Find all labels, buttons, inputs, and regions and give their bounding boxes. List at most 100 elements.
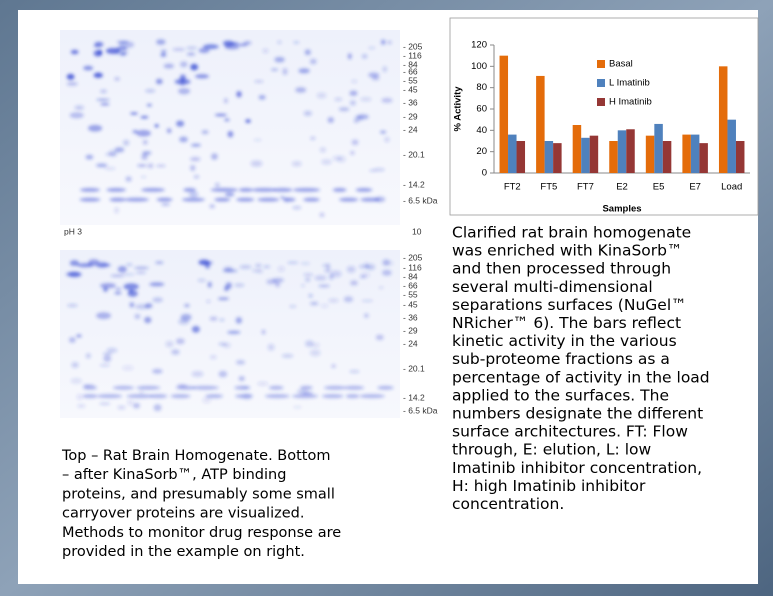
bar <box>617 130 627 173</box>
gel-spot <box>351 139 359 146</box>
gel-spot <box>349 369 360 374</box>
body-line: numbers designate the different <box>452 405 703 423</box>
marker-label: - 55 <box>403 289 418 299</box>
gel-spot <box>267 343 275 351</box>
gel-spot <box>102 352 113 355</box>
marker-label: - 24 <box>403 338 418 348</box>
gel-spot <box>223 285 229 292</box>
gel-spot <box>368 72 380 78</box>
gel-spot <box>361 299 374 302</box>
bar <box>536 75 545 173</box>
marker-label: - 6.5 kDa <box>403 195 438 205</box>
gel-spot <box>175 338 185 345</box>
gel-spot <box>275 281 281 288</box>
gel-spot <box>351 79 358 83</box>
body-line: separations surfaces (NuGel™ <box>452 296 687 314</box>
marker-label: - 205 <box>403 252 423 262</box>
gel-spot <box>255 263 262 267</box>
gel-spot <box>380 39 386 45</box>
body-line: percentage of activity in the load <box>452 368 710 386</box>
caption-line: Methods to monitor drug response are <box>62 525 341 541</box>
bar <box>581 137 590 173</box>
gel-spot <box>122 139 130 146</box>
gel-spot <box>103 355 112 362</box>
gel-spot <box>251 187 277 192</box>
gel-spot <box>195 74 209 79</box>
gel-spot <box>347 53 352 60</box>
gel-spot <box>96 312 111 320</box>
gel-spot <box>179 136 188 143</box>
gel-spot <box>258 95 266 100</box>
gel-spot <box>360 97 372 102</box>
gel-spot <box>88 124 103 132</box>
marker-label: - 24 <box>403 124 418 134</box>
gel-spot <box>184 303 190 308</box>
gel-spot <box>170 394 191 399</box>
gel-spot <box>190 143 201 147</box>
gel-spot <box>163 63 174 69</box>
gel-spot <box>223 98 228 104</box>
gel-spot <box>106 187 126 192</box>
gel-spot <box>99 402 111 405</box>
gel-spot <box>303 197 320 202</box>
gel-spot <box>174 78 191 85</box>
gel-spot <box>295 87 307 93</box>
gel-spot <box>85 353 91 359</box>
gel-spot <box>114 291 122 295</box>
gel-spot <box>140 115 149 119</box>
gel-bottom <box>60 250 400 418</box>
bar <box>645 135 655 173</box>
gel-spot <box>274 56 285 63</box>
body-line: applied to the surfaces. The <box>452 386 669 404</box>
gel-spot <box>141 187 165 192</box>
gel-spot <box>292 394 319 399</box>
body-line: NRicher™ 6). The bars reflect <box>452 314 681 332</box>
gel-spot <box>321 159 332 165</box>
marker-label: - 20.1 <box>403 149 425 159</box>
gel-spot <box>235 394 253 399</box>
gel-spot <box>171 349 180 355</box>
gel-spot <box>264 394 290 399</box>
bar <box>572 125 582 173</box>
gel-spot <box>201 129 209 135</box>
gel-spot <box>93 72 103 78</box>
marker-label: - 66 <box>403 66 418 76</box>
gel-spot <box>334 97 343 102</box>
marker-label: - 45 <box>403 84 418 94</box>
x-tick-label: E7 <box>689 182 701 193</box>
gel-spot <box>271 68 278 71</box>
gel-spot <box>209 316 218 321</box>
body-line: several multi-dimensional <box>452 278 653 296</box>
gel-spot <box>116 40 129 44</box>
gel-spot <box>126 263 133 267</box>
bar <box>654 123 663 173</box>
gel-spot <box>142 151 152 156</box>
gel-spot <box>70 377 82 384</box>
gel-spot <box>280 195 285 200</box>
bar <box>662 141 672 173</box>
gel-spot <box>214 182 220 188</box>
gel-spot <box>144 303 153 309</box>
marker-label: - 36 <box>403 97 418 107</box>
gel-spot <box>304 49 311 56</box>
gel-spot <box>277 266 285 272</box>
gel-spot <box>186 46 197 50</box>
gel-spot <box>80 187 100 192</box>
gel-spot <box>309 58 317 65</box>
gel-spot <box>160 53 167 57</box>
gel-spot <box>69 260 80 267</box>
bar <box>499 55 509 173</box>
gel-spot <box>99 363 110 367</box>
gel-spot <box>66 271 80 277</box>
gel-spot <box>95 261 109 269</box>
gel-spot <box>239 265 252 269</box>
gel-spot <box>126 394 154 399</box>
gel-spot <box>152 368 163 374</box>
gel-spot <box>117 405 126 410</box>
gel-spot <box>205 394 223 399</box>
gel-spot <box>121 273 135 276</box>
gel-spot <box>364 262 369 268</box>
gel-spot <box>198 260 213 265</box>
ph-high: 10 <box>412 226 422 236</box>
bar <box>516 141 526 173</box>
